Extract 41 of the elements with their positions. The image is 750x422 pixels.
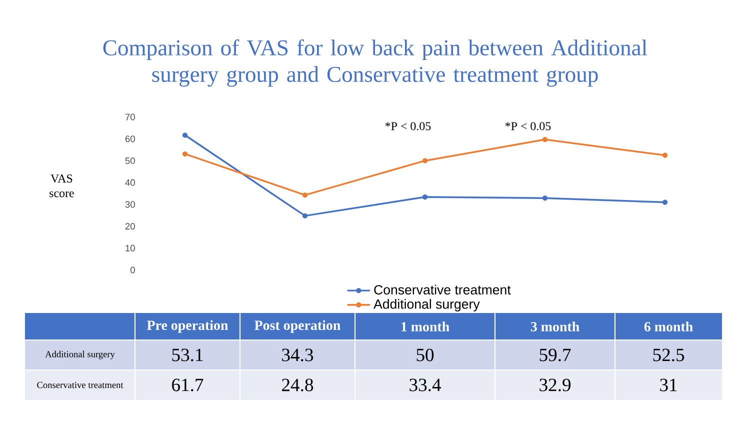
point [182,151,188,157]
annotation: *P < 0.05 [505,122,551,130]
x-tick-label: Post operation [254,320,340,333]
y-axis-title: VAS score [50,174,74,198]
x-tick-label: Pre operation [146,320,228,333]
point [542,196,548,201]
data-label: 24.8 [282,378,314,392]
y-tick-label: 20 [125,223,135,230]
text: Conservative treatment [37,382,124,388]
point [662,152,668,158]
y-tick-label: 30 [125,201,135,208]
point [422,158,428,164]
y-tick-label: 60 [125,136,135,142]
y-tick-label: 0 [130,266,135,274]
data-label: 34.3 [282,348,314,362]
data-label: 32.9 [540,378,571,392]
y-tick-label: 10 [126,244,135,252]
legend-label: Additional surgery [374,299,480,312]
data-label: 61.7 [172,378,204,392]
data-label: 59.7 [540,348,571,362]
data-label: 33.4 [410,378,441,392]
point [422,194,428,200]
point [302,213,308,218]
text: Additional surgery [45,350,115,360]
point [182,132,188,138]
chart-title: Comparison of VAS for low back pain between Additional surgery group and Conservative treatment group [103,39,648,87]
x-tick-label: 1 month [402,322,450,332]
x-tick-label: 6 month [644,322,693,332]
y-tick-label: 50 [125,157,135,164]
x-tick-label: 3 month [530,322,580,332]
data-label: 52.5 [653,348,684,362]
legend-label: Conservative treatment [374,284,511,295]
data-label: 50 [416,348,434,362]
point [662,200,668,205]
data-label: 31 [660,378,677,392]
y-tick-label: 70 [125,114,135,120]
annotation: *P < 0.05 [385,122,431,130]
data-label: 53.1 [172,348,203,362]
y-tick-label: 40 [125,179,135,186]
point [302,192,308,198]
point [542,136,548,142]
